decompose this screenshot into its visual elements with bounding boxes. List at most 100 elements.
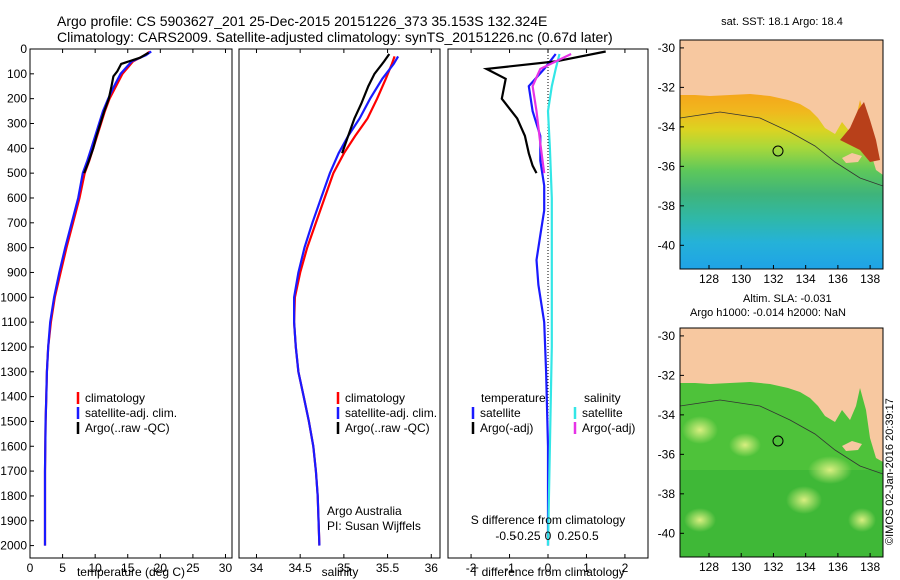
s-tick-label: 0: [545, 529, 552, 543]
argo-float-marker: [772, 145, 784, 157]
x-tick-label: 0: [27, 561, 34, 575]
legend-label-satellite: satellite-adj. clim.: [345, 406, 437, 420]
sla-map-image: [680, 328, 883, 557]
lat-tick-label: -38: [658, 487, 676, 501]
lon-tick-label: 132: [763, 272, 783, 286]
credit-text: ©IMOS 02-Jan-2016 20:39:17: [884, 398, 896, 545]
series-line-satellite: [546, 53, 561, 546]
lon-tick-label: 130: [731, 272, 751, 286]
s-tick-label: 0.25: [557, 529, 581, 543]
y-tick-label: 100: [7, 67, 27, 81]
sla-map-panel: Altim. SLA: -0.031 Argo h1000: -0.014 h2…: [658, 293, 884, 574]
difference-s-label: S difference from climatology: [471, 513, 626, 527]
x-tick-label: 25: [186, 561, 200, 575]
y-tick-label: 1400: [0, 390, 27, 404]
y-tick-label: 900: [7, 265, 27, 279]
lon-tick-label: 128: [699, 560, 719, 574]
lon-tick-label: 136: [828, 560, 848, 574]
temperature-axes-frame: [29, 48, 233, 559]
x-tick-label: 34: [250, 561, 264, 575]
x-tick-label: 36: [425, 561, 439, 575]
lat-tick-label: -32: [658, 80, 676, 94]
series-line-argo-raw-qc-: [83, 51, 150, 174]
difference-x-ticks: -2 -1 0 1 2: [466, 49, 629, 575]
x-tick-label: 35: [337, 561, 351, 575]
salinity-x-ticks: 34 34.5 35 35.5 36: [250, 49, 438, 575]
sst-map-lat-ticks: -30 -32 -34 -36 -38 -40: [658, 41, 684, 252]
lat-tick-label: -36: [658, 159, 676, 173]
y-tick-label: 1500: [0, 414, 27, 428]
y-tick-label: 1300: [0, 365, 27, 379]
temperature-panel: 0 100 200 300 400 500 600 700 800 900 1000 1100 1200…: [0, 42, 233, 579]
y-tick-label: 700: [7, 216, 27, 230]
lon-tick-label: 128: [699, 272, 719, 286]
title-line-2: Climatology: CARS2009. Satellite-adjuste…: [57, 29, 613, 45]
x-tick-label: 10: [88, 561, 102, 575]
legend-label-s-satellite: satellite: [582, 406, 623, 420]
x-tick-label: 1: [583, 561, 590, 575]
y-tick-label: 1200: [0, 340, 27, 354]
lat-tick-label: -34: [658, 120, 676, 134]
temperature-legend: climatology satellite-adj. clim. Argo(..…: [76, 391, 177, 435]
temperature-lines: [43, 50, 152, 546]
legend-label-s-argo: Argo(-adj): [582, 421, 635, 435]
y-tick-label: 1600: [0, 439, 27, 453]
s-difference-tick-labels: -0.5-0.25 0 0.25 0.5: [495, 529, 599, 543]
y-tick-label: 1900: [0, 514, 27, 528]
sla-map-subtitle: Argo h1000: -0.014 h2000: NaN: [690, 307, 846, 319]
x-tick-label: 2: [622, 561, 629, 575]
salinity-legend: climatology satellite-adj. clim. Argo(..…: [336, 391, 437, 435]
legend-label-argo: Argo(..raw -QC): [85, 421, 170, 435]
x-tick-label: 15: [121, 561, 135, 575]
sla-depth-contour: [680, 399, 883, 475]
temperature-y-ticks: 0 100 200 300 400 500 600 700 800 900 1000 1100 1200…: [0, 42, 34, 553]
lon-tick-label: 134: [796, 560, 816, 574]
lon-tick-label: 138: [860, 560, 880, 574]
salinity-x-label: salinity: [322, 565, 359, 579]
series-line-satellite-adj-clim-: [43, 50, 152, 546]
legend-label-t-argo: Argo(-adj): [480, 421, 533, 435]
y-tick-label: 300: [7, 116, 27, 130]
lat-tick-label: -40: [658, 238, 676, 252]
sla-map-frame: [679, 327, 884, 558]
y-tick-label: 1700: [0, 464, 27, 478]
sla-land: [680, 328, 883, 462]
argo-float-marker: [772, 435, 784, 447]
x-tick-label: 5: [59, 561, 66, 575]
x-tick-label: 0: [545, 561, 552, 575]
sst-map-image: [680, 40, 883, 269]
sst-warm-gulf: [840, 102, 880, 162]
legend-label-satellite: satellite-adj. clim.: [85, 406, 177, 420]
y-tick-label: 400: [7, 141, 27, 155]
lat-tick-label: -36: [658, 447, 676, 461]
y-tick-label: 800: [7, 241, 27, 255]
sst-depth-contour: [680, 111, 883, 187]
sla-anomaly-blob: [729, 433, 761, 457]
s-tick-label: 0.5: [582, 529, 599, 543]
salinity-lines: [292, 53, 400, 546]
legend-label-climatology: climatology: [85, 391, 145, 405]
y-tick-label: 1000: [0, 290, 27, 304]
lon-tick-label: 132: [763, 560, 783, 574]
lat-tick-label: -32: [658, 368, 676, 382]
legend-label-argo: Argo(..raw -QC): [345, 421, 430, 435]
y-tick-label: 200: [7, 92, 27, 106]
sla-anomaly-blob: [682, 416, 718, 444]
x-tick-label: 35.5: [376, 561, 400, 575]
lon-tick-label: 134: [796, 272, 816, 286]
y-tick-label: 1100: [1, 315, 27, 329]
difference-x-label: T difference from climatology: [471, 565, 625, 579]
sst-island: [842, 153, 862, 163]
y-tick-label: 600: [7, 191, 27, 205]
y-tick-label: 2000: [0, 539, 27, 553]
difference-lines: [482, 50, 606, 546]
s-tick-label: -0.5: [495, 529, 516, 543]
salinity-panel: 34 34.5 35 35.5 36 salinity climatology sate…: [238, 48, 441, 579]
lat-tick-label: -30: [658, 329, 676, 343]
sla-map-title: Altim. SLA: -0.031: [743, 293, 832, 305]
sla-anomaly-blob: [786, 486, 822, 514]
y-tick-label: 500: [7, 166, 27, 180]
series-line-argo-adj-: [531, 53, 572, 174]
legend-label-t-satellite: satellite: [480, 406, 521, 420]
sla-map-lon-ticks: 128 130 132 134 136 138: [699, 553, 880, 574]
